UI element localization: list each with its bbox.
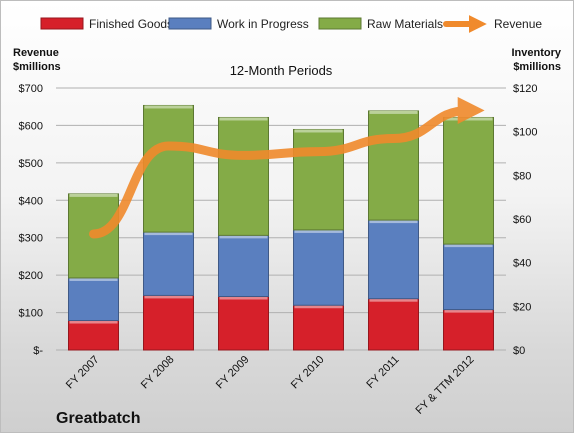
bar-segment <box>293 128 344 231</box>
bar-segment <box>218 296 269 351</box>
bar-segment-highlight <box>219 296 268 300</box>
bar-segment-highlight <box>219 117 268 121</box>
bar-segment <box>443 243 494 311</box>
bar-segment <box>143 294 194 351</box>
gridlines <box>56 87 506 351</box>
bar-segment-highlight <box>219 235 268 239</box>
bar-segment <box>143 104 194 233</box>
bar-segment-highlight <box>69 193 118 197</box>
x-tick-label: FY & TTM 2012 <box>414 354 477 417</box>
right-tick-label: $80 <box>513 170 531 182</box>
left-axis-title-1: Revenue <box>13 47 59 59</box>
left-tick-label: $- <box>33 345 43 357</box>
right-axis-ticks: $0 $20 $40 $60 $80 $100 $120 <box>513 83 537 357</box>
bar-segment-highlight <box>144 232 193 236</box>
left-tick-label: $700 <box>19 83 43 95</box>
bar-segment-highlight <box>369 110 418 114</box>
right-tick-label: $40 <box>513 258 531 270</box>
bar-segment-highlight <box>294 305 343 309</box>
bar-segment-highlight <box>294 129 343 133</box>
left-tick-label: $600 <box>19 120 43 132</box>
bar-segment <box>218 234 269 298</box>
x-axis-labels: FY 2007 FY 2008 FY 2009 FY 2010 FY 2011 FY & … <box>64 354 477 417</box>
left-axis-title-2: $millions <box>13 61 61 73</box>
left-tick-label: $100 <box>19 308 43 320</box>
company-name: Greatbatch <box>56 410 140 427</box>
left-tick-label: $500 <box>19 158 43 170</box>
bar-segment-highlight <box>444 244 493 248</box>
bar-segment-highlight <box>444 309 493 313</box>
bar-segment <box>68 277 119 322</box>
legend-label: Finished Goods <box>89 17 173 31</box>
legend: Finished Goods Work in Progress Raw Materi… <box>40 15 542 33</box>
bar-segment-highlight <box>369 220 418 224</box>
left-tick-label: $400 <box>19 195 43 207</box>
revenue-line-group <box>89 96 485 239</box>
bar-segment <box>368 298 419 351</box>
right-tick-label: $60 <box>513 214 531 226</box>
bars <box>68 104 494 351</box>
bar-segment <box>368 110 419 221</box>
bar-segment <box>368 219 419 300</box>
legend-swatch <box>318 17 362 30</box>
legend-swatch <box>40 17 84 30</box>
bar-segment <box>293 304 344 351</box>
left-tick-label: $200 <box>19 270 43 282</box>
bar-segment-highlight <box>69 277 118 281</box>
revenue-line <box>89 96 485 239</box>
x-tick-label: FY 2007 <box>64 354 102 392</box>
x-tick-label: FY 2009 <box>214 354 252 392</box>
x-tick-label: FY 2008 <box>139 354 177 392</box>
right-axis-title-2: $millions <box>513 61 561 73</box>
bar-segment <box>443 116 494 245</box>
bar-segment <box>293 229 344 306</box>
bar-segment <box>218 116 269 236</box>
bar-segment-highlight <box>69 320 118 324</box>
bar-segment-highlight <box>294 229 343 233</box>
bar-segment-highlight <box>369 298 418 302</box>
bar-segment <box>443 309 494 351</box>
right-tick-label: $100 <box>513 127 537 139</box>
bar-segment-highlight <box>444 117 493 121</box>
left-tick-label: $300 <box>19 233 43 245</box>
right-tick-label: $20 <box>513 301 531 313</box>
legend-label: Revenue <box>494 17 542 31</box>
right-tick-label: $120 <box>513 83 537 95</box>
chart-subtitle: 12-Month Periods <box>230 63 333 78</box>
legend-label: Work in Progress <box>217 17 309 31</box>
bar-segment <box>143 231 194 296</box>
x-tick-label: FY 2010 <box>289 354 327 392</box>
right-tick-label: $0 <box>513 345 525 357</box>
bar-segment-highlight <box>144 295 193 299</box>
legend-label: Raw Materials <box>367 17 443 31</box>
left-axis-ticks: $- $100 $200 $300 $400 $500 $600 $700 <box>19 83 44 357</box>
right-axis-title-1: Inventory <box>511 47 561 59</box>
bar-segment <box>68 320 119 351</box>
legend-swatch <box>168 17 212 30</box>
x-tick-label: FY 2011 <box>364 354 401 391</box>
bar-segment-highlight <box>144 105 193 109</box>
